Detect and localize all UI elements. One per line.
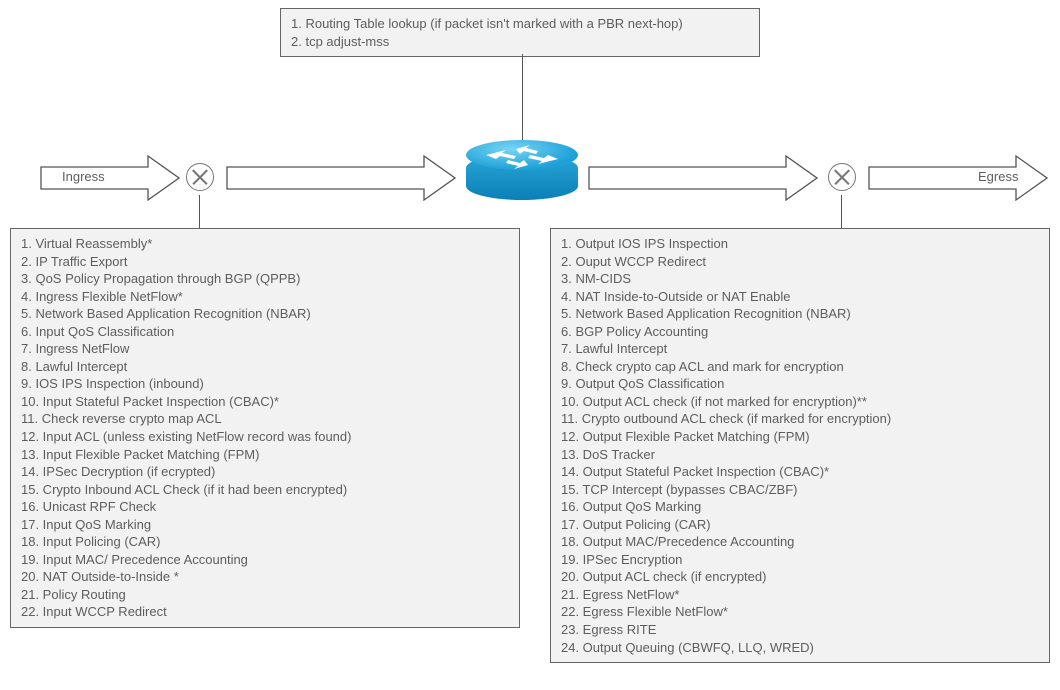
list-item: 14. IPSec Decryption (if ecrypted) [21,463,509,481]
list-item: 6. BGP Policy Accounting [561,323,1039,341]
list-item: 13. Input Flexible Packet Matching (FPM) [21,446,509,464]
list-item: 11. Check reverse crypto map ACL [21,410,509,428]
flow-arrow-3-icon [588,155,818,201]
list-item: 2. Ouput WCCP Redirect [561,253,1039,271]
list-item: 14. Output Stateful Packet Inspection (C… [561,463,1039,481]
list-item: 21. Egress NetFlow* [561,586,1039,604]
ingress-arrow-icon [40,155,180,201]
connector-right [841,195,842,228]
list-item: 18. Input Policing (CAR) [21,533,509,551]
ingress-node-icon [186,163,214,191]
routing-line2: 2. tcp adjust-mss [291,33,749,51]
list-item: 17. Input QoS Marking [21,516,509,534]
connector-left [199,195,200,228]
list-item: 1. Output IOS IPS Inspection [561,235,1039,253]
list-item: 6. Input QoS Classification [21,323,509,341]
list-item: 4. Ingress Flexible NetFlow* [21,288,509,306]
list-item: 13. DoS Tracker [561,446,1039,464]
list-item: 16. Unicast RPF Check [21,498,509,516]
list-item: 10. Output ACL check (if not marked for … [561,393,1039,411]
list-item: 22. Input WCCP Redirect [21,603,509,621]
list-item: 8. Lawful Intercept [21,358,509,376]
flow-row: Ingress Egress [0,140,1060,220]
list-item: 16. Output QoS Marking [561,498,1039,516]
list-item: 17. Output Policing (CAR) [561,516,1039,534]
flow-arrow-2-icon [226,155,456,201]
list-item: 2. IP Traffic Export [21,253,509,271]
egress-arrow-icon [868,155,1048,201]
list-item: 20. NAT Outside-to-Inside * [21,568,509,586]
routing-line1: 1. Routing Table lookup (if packet isn't… [291,15,749,33]
list-item: 20. Output ACL check (if encrypted) [561,568,1039,586]
list-item: 15. Crypto Inbound ACL Check (if it had … [21,481,509,499]
list-item: 23. Egress RITE [561,621,1039,639]
list-item: 3. NM-CIDS [561,270,1039,288]
egress-steps-box: 1. Output IOS IPS Inspection 2. Ouput WC… [550,228,1050,663]
connector-top [522,54,523,140]
list-item: 8. Check crypto cap ACL and mark for enc… [561,358,1039,376]
list-item: 1. Virtual Reassembly* [21,235,509,253]
list-item: 19. Input MAC/ Precedence Accounting [21,551,509,569]
list-item: 5. Network Based Application Recognition… [561,305,1039,323]
ingress-steps-box: 1. Virtual Reassembly* 2. IP Traffic Exp… [10,228,520,628]
ingress-steps-list: 1. Virtual Reassembly* 2. IP Traffic Exp… [21,235,509,621]
list-item: 22. Egress Flexible NetFlow* [561,603,1039,621]
list-item: 7. Ingress NetFlow [21,340,509,358]
list-item: 21. Policy Routing [21,586,509,604]
egress-node-icon [828,163,856,191]
list-item: 19. IPSec Encryption [561,551,1039,569]
list-item: 9. IOS IPS Inspection (inbound) [21,375,509,393]
list-item: 18. Output MAC/Precedence Accounting [561,533,1039,551]
egress-steps-list: 1. Output IOS IPS Inspection 2. Ouput WC… [561,235,1039,656]
list-item: 9. Output QoS Classification [561,375,1039,393]
list-item: 15. TCP Intercept (bypasses CBAC/ZBF) [561,481,1039,499]
list-item: 11. Crypto outbound ACL check (if marked… [561,410,1039,428]
list-item: 24. Output Queuing (CBWFQ, LLQ, WRED) [561,639,1039,657]
ingress-label: Ingress [62,169,105,184]
list-item: 5. Network Based Application Recognition… [21,305,509,323]
list-item: 12. Output Flexible Packet Matching (FPM… [561,428,1039,446]
list-item: 10. Input Stateful Packet Inspection (CB… [21,393,509,411]
list-item: 12. Input ACL (unless existing NetFlow r… [21,428,509,446]
list-item: 3. QoS Policy Propagation through BGP (Q… [21,270,509,288]
router-icon [466,136,578,218]
list-item: 7. Lawful Intercept [561,340,1039,358]
routing-box: 1. Routing Table lookup (if packet isn't… [280,8,760,57]
egress-label: Egress [978,169,1018,184]
list-item: 4. NAT Inside-to-Outside or NAT Enable [561,288,1039,306]
